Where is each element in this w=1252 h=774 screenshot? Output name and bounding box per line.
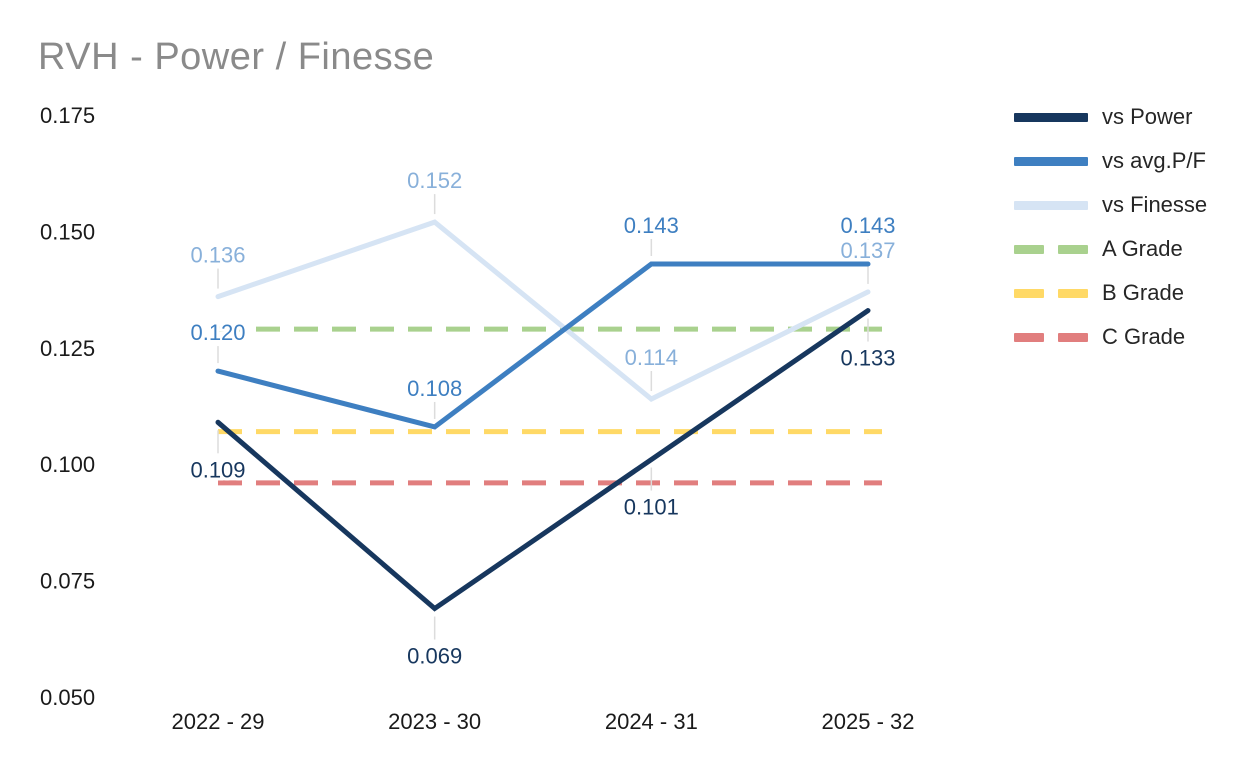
chart-legend: vs Power vs avg.P/F vs Finesse A Grade B Gra… (1014, 95, 1207, 359)
y-tick-label: 0.150 (40, 219, 95, 244)
x-axis-label: 2022 - 29 (172, 709, 265, 734)
legend-label: B Grade (1102, 280, 1184, 305)
data-label-vs-avg-p-f: 0.143 (840, 213, 895, 238)
legend-label: vs avg.P/F (1102, 148, 1206, 173)
y-tick-label: 0.175 (40, 103, 95, 128)
legend-line-swatch (1014, 156, 1088, 166)
legend-label: vs Power (1102, 104, 1193, 129)
y-tick-label: 0.075 (40, 569, 95, 594)
series-line-vs-avg-p-f (215, 261, 871, 430)
data-label-vs-avg-p-f: 0.108 (407, 376, 462, 401)
x-axis-label: 2023 - 30 (388, 709, 481, 734)
legend-label: vs Finesse (1102, 192, 1208, 217)
legend-label: C Grade (1102, 324, 1186, 349)
legend-dashed-line-swatch (1014, 332, 1088, 342)
data-label-vs-power: 0.133 (840, 346, 895, 371)
legend-item-c-grade: C Grade (1014, 315, 1207, 359)
data-label-vs-finesse: 0.152 (407, 168, 462, 193)
data-label-vs-power: 0.101 (624, 495, 679, 520)
legend-item-vs-finesse: vs Finesse (1014, 183, 1207, 227)
series-line-vs-finesse (215, 219, 871, 402)
legend-label: A Grade (1102, 236, 1183, 261)
data-label-vs-power: 0.069 (407, 644, 462, 669)
legend-item-vs-power: vs Power (1014, 95, 1207, 139)
legend-line-swatch (1014, 112, 1088, 122)
data-label-vs-finesse: 0.137 (840, 238, 895, 263)
legend-dashed-line-swatch (1014, 244, 1088, 254)
x-axis-label: 2024 - 31 (605, 709, 698, 734)
y-tick-label: 0.050 (40, 685, 95, 710)
legend-dashed-line-swatch (1014, 288, 1088, 298)
legend-item-b-grade: B Grade (1014, 271, 1207, 315)
data-label-vs-finesse: 0.136 (190, 243, 245, 268)
series-line-vs-power (215, 308, 871, 612)
data-label-vs-avg-p-f: 0.143 (624, 213, 679, 238)
legend-item-a-grade: A Grade (1014, 227, 1207, 271)
x-axis-label: 2025 - 32 (822, 709, 915, 734)
data-label-vs-power: 0.109 (190, 457, 245, 482)
chart-title: RVH - Power / Finesse (38, 36, 435, 78)
legend-item-vs-avg-p-f: vs avg.P/F (1014, 139, 1207, 183)
data-label-vs-avg-p-f: 0.120 (190, 320, 245, 345)
y-tick-label: 0.125 (40, 336, 95, 361)
data-label-vs-finesse: 0.114 (625, 345, 678, 370)
legend-line-swatch (1014, 200, 1088, 210)
y-tick-label: 0.100 (40, 452, 95, 477)
